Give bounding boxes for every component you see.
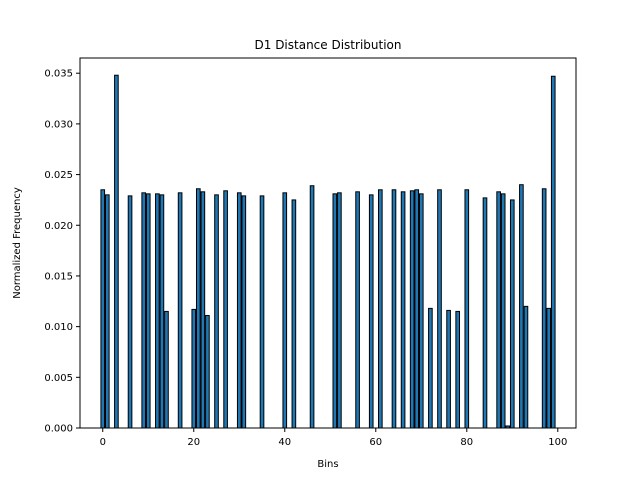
bar-bin-99 <box>550 75 556 429</box>
bar-bin-6 <box>127 195 133 429</box>
bar-bin-97 <box>541 188 547 429</box>
bar-bin-9 <box>141 192 147 429</box>
bar-bin-46 <box>309 185 315 429</box>
bar-bin-68 <box>409 190 415 429</box>
bar-bin-76 <box>446 309 451 429</box>
y-tick-label: 0.030 <box>44 119 73 130</box>
bar-bin-84 <box>482 197 488 429</box>
bar-bin-61 <box>378 189 383 429</box>
bar-bin-56 <box>355 191 360 429</box>
x-tick-label: 40 <box>278 437 291 448</box>
bar-bin-69 <box>414 189 420 429</box>
bar-bin-1 <box>104 194 110 429</box>
bar-bin-30 <box>236 192 242 429</box>
bar-bin-12 <box>155 193 160 429</box>
bar-bin-51 <box>332 193 338 429</box>
bar-bin-59 <box>368 194 374 429</box>
bar-bin-35 <box>259 195 265 429</box>
x-axis-ticks: 0 20 40 60 80 100 <box>100 428 567 448</box>
bar-bin-21 <box>195 188 201 429</box>
x-tick-label: 0 <box>100 437 106 448</box>
chart-title: D1 Distance Distribution <box>255 38 402 52</box>
bar-bin-13 <box>159 194 165 429</box>
y-tick-label: 0.020 <box>44 221 73 232</box>
bar-bin-20 <box>191 308 197 429</box>
bar-bin-31 <box>241 195 247 429</box>
bar-bin-93 <box>523 305 529 429</box>
bar-bin-74 <box>437 189 442 429</box>
x-tick-label: 20 <box>187 437 200 448</box>
bar-bin-92 <box>519 184 524 429</box>
bar-bin-14 <box>164 310 169 429</box>
y-tick-label: 0.005 <box>44 373 73 384</box>
y-tick-label: 0.010 <box>44 322 73 333</box>
bar-bin-3 <box>114 74 119 429</box>
y-tick-label: 0.035 <box>44 69 73 80</box>
bar-bin-0 <box>100 189 106 429</box>
bar-bin-40 <box>282 192 288 429</box>
bar-bin-42 <box>291 199 297 429</box>
bar-bin-66 <box>400 191 406 429</box>
bar-bin-10 <box>145 193 151 429</box>
x-tick-label: 100 <box>548 437 567 448</box>
y-axis-label: Normalized Frequency <box>12 187 23 299</box>
x-axis-label: Bins <box>317 459 338 470</box>
bar-bin-27 <box>223 190 228 429</box>
bars-group <box>100 74 556 429</box>
bar-bin-90 <box>509 199 515 429</box>
bar-bin-64 <box>391 189 397 429</box>
bar-bin-98 <box>546 307 552 429</box>
bar-bin-25 <box>214 194 219 429</box>
y-tick-label: 0.015 <box>44 271 73 282</box>
bar-bin-52 <box>337 192 342 429</box>
bar-bin-80 <box>464 189 470 429</box>
bar-bin-23 <box>205 314 210 429</box>
bar-bin-88 <box>500 193 506 429</box>
bar-bin-87 <box>496 191 501 429</box>
y-axis-ticks: 0.000 0.005 0.010 0.015 0.020 0.025 0.030 0.035 <box>44 69 80 435</box>
bar-bin-70 <box>418 193 424 429</box>
x-tick-label: 60 <box>369 437 382 448</box>
x-tick-label: 80 <box>460 437 473 448</box>
plot-frame <box>79 57 577 429</box>
y-tick-label: 0.000 <box>44 424 73 435</box>
bar-bin-17 <box>177 192 183 429</box>
bar-bin-78 <box>455 310 461 429</box>
bar-bin-72 <box>428 307 433 429</box>
bar-bin-22 <box>200 191 206 429</box>
y-tick-label: 0.025 <box>44 170 73 181</box>
